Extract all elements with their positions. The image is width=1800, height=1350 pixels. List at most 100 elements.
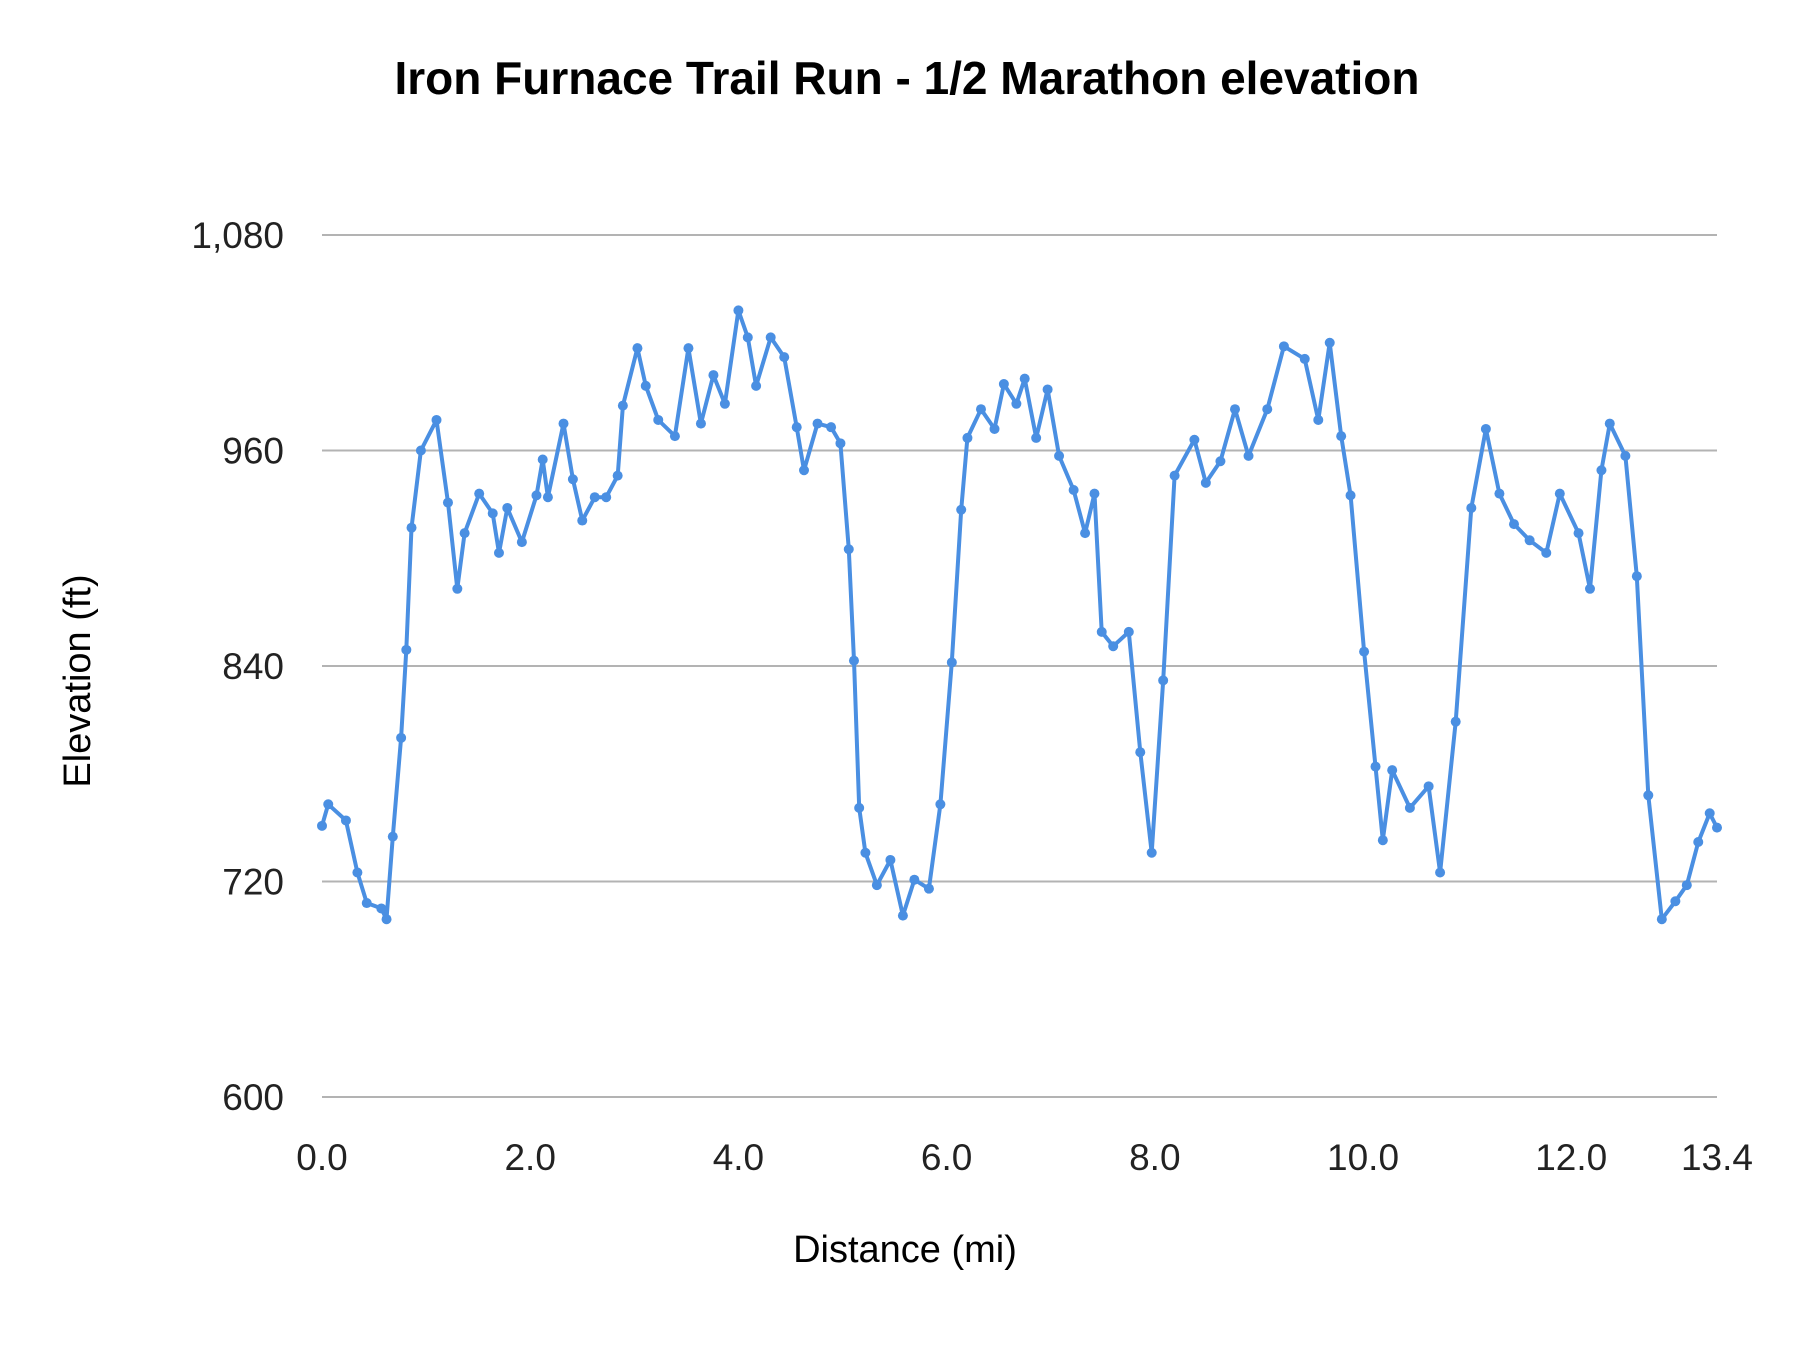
data-point xyxy=(751,380,762,391)
data-point xyxy=(1573,528,1584,539)
data-point xyxy=(854,802,865,813)
data-point xyxy=(1712,822,1722,833)
data-point xyxy=(1089,488,1100,499)
data-point xyxy=(848,655,859,666)
data-point xyxy=(962,432,973,443)
data-point xyxy=(640,380,651,391)
data-point xyxy=(695,418,706,429)
data-point xyxy=(577,515,588,526)
data-point xyxy=(352,867,363,878)
data-point xyxy=(542,492,553,503)
elevation-line xyxy=(320,308,1719,922)
data-point xyxy=(1324,337,1335,348)
data-point xyxy=(708,370,719,381)
data-point xyxy=(376,903,387,914)
data-point xyxy=(1215,456,1226,467)
data-point xyxy=(474,488,485,499)
data-point xyxy=(516,537,527,548)
data-point xyxy=(617,400,628,411)
data-point xyxy=(1524,535,1535,546)
data-point xyxy=(1450,716,1461,727)
data-point xyxy=(1387,765,1398,776)
data-point xyxy=(340,815,351,826)
data-point xyxy=(406,522,417,533)
data-point xyxy=(1604,418,1615,429)
x-tick-labels: 0.0 2.0 4.0 6.0 8.0 10.0 12.0 13.4 xyxy=(296,1137,1753,1178)
data-point xyxy=(1313,414,1324,425)
data-point xyxy=(1620,450,1631,461)
data-point xyxy=(1243,450,1254,461)
data-point xyxy=(431,414,442,425)
data-point xyxy=(1681,880,1692,891)
y-tick-label: 720 xyxy=(222,862,284,903)
data-point xyxy=(826,422,837,433)
data-point xyxy=(612,470,623,481)
data-point xyxy=(1480,423,1491,434)
data-point xyxy=(835,438,846,449)
x-tick-label: 10.0 xyxy=(1327,1137,1399,1178)
data-point xyxy=(396,732,407,743)
data-point xyxy=(799,465,810,476)
data-point xyxy=(975,404,986,415)
gridlines xyxy=(322,234,1717,1098)
data-point xyxy=(452,583,463,594)
data-point xyxy=(442,497,453,508)
y-tick-labels: 600 720 840 960 1,080 xyxy=(191,215,284,1118)
data-point xyxy=(1096,626,1107,637)
data-point xyxy=(1404,802,1415,813)
data-point xyxy=(1189,434,1200,445)
data-point xyxy=(361,898,372,909)
data-point xyxy=(323,799,334,810)
data-point xyxy=(1494,488,1505,499)
x-tick-label: 12.0 xyxy=(1535,1137,1607,1178)
data-point xyxy=(1019,373,1030,384)
data-point xyxy=(956,504,967,515)
y-tick-label: 960 xyxy=(222,431,284,472)
data-point xyxy=(989,423,1000,434)
data-point xyxy=(317,820,327,831)
data-point xyxy=(1229,404,1240,415)
data-point xyxy=(1299,353,1310,364)
data-point xyxy=(1631,571,1642,582)
data-point xyxy=(1054,450,1065,461)
data-point xyxy=(1080,528,1091,539)
data-point xyxy=(1011,398,1022,409)
data-point xyxy=(1169,470,1180,481)
data-point xyxy=(1200,477,1211,488)
x-tick-label: 0.0 xyxy=(296,1137,347,1178)
series-elevation xyxy=(317,305,1722,925)
data-point xyxy=(459,528,470,539)
data-point xyxy=(1135,747,1146,758)
data-point xyxy=(558,418,569,429)
data-point xyxy=(601,492,612,503)
data-point xyxy=(1508,519,1519,530)
data-point xyxy=(387,831,398,842)
data-point xyxy=(401,644,412,655)
data-point xyxy=(381,914,392,925)
data-point xyxy=(812,418,823,429)
data-point xyxy=(1278,341,1289,352)
data-point xyxy=(1068,485,1079,496)
y-tick-label: 600 xyxy=(222,1077,284,1118)
data-point xyxy=(1336,431,1347,442)
data-point xyxy=(1359,646,1370,657)
data-point xyxy=(860,847,871,858)
data-point xyxy=(653,414,664,425)
x-tick-label: 8.0 xyxy=(1129,1137,1180,1178)
data-point xyxy=(1345,490,1356,501)
data-point xyxy=(1146,847,1157,858)
x-tick-label: 6.0 xyxy=(921,1137,972,1178)
data-point xyxy=(1584,583,1595,594)
data-point xyxy=(567,474,578,485)
data-point xyxy=(1554,488,1565,499)
data-point xyxy=(923,883,934,894)
data-point xyxy=(871,880,882,891)
data-point xyxy=(909,874,920,885)
data-point xyxy=(1596,465,1607,476)
data-point xyxy=(719,398,730,409)
data-point xyxy=(502,502,513,513)
data-point xyxy=(946,657,957,668)
chart-title: Iron Furnace Trail Run - 1/2 Marathon el… xyxy=(395,52,1420,104)
data-point xyxy=(935,799,946,810)
